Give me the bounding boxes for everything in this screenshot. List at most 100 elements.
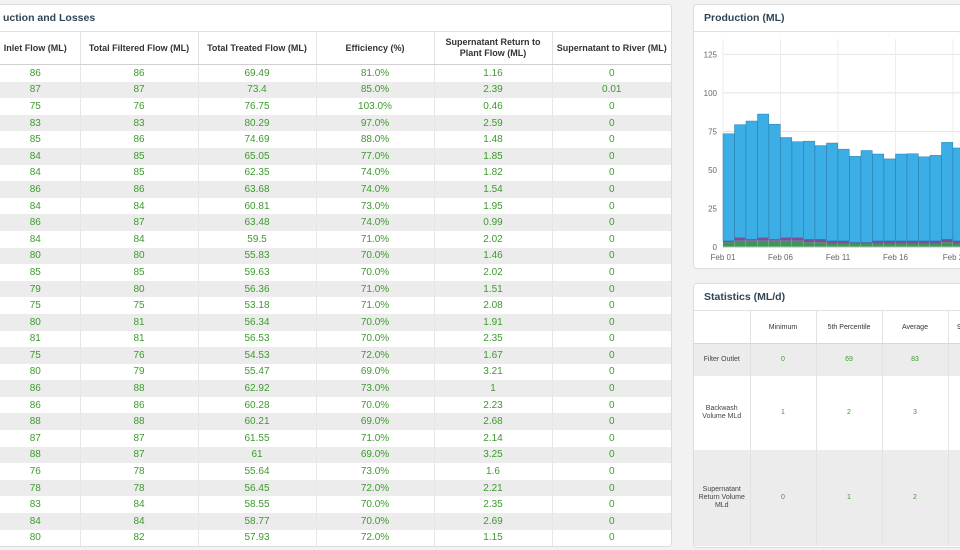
table-row: 81 81 56.53 70.0% 2.35 0 <box>0 330 671 348</box>
production-bar-chart: 0 25 50 75 100 125 Feb 01 Feb 06 Feb 11 Feb 16 Feb… <box>704 39 960 262</box>
table-cell: 0 <box>552 114 671 132</box>
bar-segment-base[interactable] <box>872 243 884 247</box>
bar-segment-base[interactable] <box>884 243 896 247</box>
bar-segment-base[interactable] <box>838 243 850 247</box>
table-cell: 70.0% <box>316 264 435 281</box>
bar-segment-return[interactable] <box>849 242 861 244</box>
bar-segment-return[interactable] <box>907 240 919 244</box>
bar-segment-return[interactable] <box>895 240 907 244</box>
bar-segment-base[interactable] <box>746 240 758 247</box>
column-header[interactable]: Supernatant to River (ML) <box>552 32 671 65</box>
bar-segment-return[interactable] <box>723 240 735 243</box>
table-cell: 1.95 <box>434 197 553 215</box>
column-header[interactable]: Total Treated Flow (ML) <box>198 32 317 65</box>
table-cell: 61.55 <box>198 430 317 447</box>
table-cell: 72.0% <box>316 529 435 546</box>
bar-segment-return[interactable] <box>918 240 930 244</box>
bar-segment-return[interactable] <box>826 240 838 244</box>
bar-segment-return[interactable] <box>780 237 792 241</box>
table-cell: 80 <box>0 529 81 546</box>
bar-segment-treated[interactable] <box>895 153 908 242</box>
table-cell: 0 <box>552 230 671 248</box>
bar-segment-return[interactable] <box>746 239 758 241</box>
bar-segment-treated[interactable] <box>803 140 816 240</box>
bar-segment-return[interactable] <box>734 237 746 241</box>
bar-segment-treated[interactable] <box>791 141 804 239</box>
bar-segment-base[interactable] <box>734 240 746 247</box>
table-cell: 84 <box>0 147 81 165</box>
bar-segment-return[interactable] <box>769 239 781 241</box>
table-row: 78 78 56.45 72.0% 2.21 0 <box>0 479 671 497</box>
bar-segment-treated[interactable] <box>918 156 931 242</box>
bar-segment-base[interactable] <box>780 240 792 247</box>
bar-segment-return[interactable] <box>953 240 960 244</box>
bar-segment-treated[interactable] <box>757 113 770 239</box>
bar-segment-base[interactable] <box>953 243 960 247</box>
bar-segment-treated[interactable] <box>780 137 793 239</box>
bar-segment-base[interactable] <box>918 243 930 247</box>
table-cell: 0.46 <box>434 98 553 115</box>
column-header[interactable]: Supernatant Return to Plant Flow (ML) <box>434 32 553 65</box>
bar-segment-treated[interactable] <box>929 155 942 242</box>
table-row: 84 84 60.81 73.0% 1.95 0 <box>0 197 671 215</box>
bar-segment-return[interactable] <box>803 239 815 243</box>
bar-segment-base[interactable] <box>907 243 919 247</box>
bar-segment-treated[interactable] <box>722 133 735 242</box>
bar-segment-treated[interactable] <box>872 153 885 242</box>
bar-segment-return[interactable] <box>884 240 896 244</box>
bar-segment-return[interactable] <box>861 242 873 244</box>
table-cell: 71.0% <box>316 297 435 314</box>
bar-segment-base[interactable] <box>769 240 781 247</box>
bar-segment-treated[interactable] <box>745 120 758 240</box>
bar-segment-base[interactable] <box>792 240 804 247</box>
bar-segment-base[interactable] <box>757 240 769 247</box>
bar-segment-treated[interactable] <box>883 158 896 242</box>
table-cell: 88 <box>80 413 199 431</box>
bar-segment-return[interactable] <box>757 237 769 241</box>
table-cell: 80 <box>0 363 81 381</box>
bar-segment-treated[interactable] <box>768 123 781 240</box>
table-cell: 87 <box>0 81 81 99</box>
bar-segment-return[interactable] <box>930 240 942 244</box>
bar-segment-base[interactable] <box>930 243 942 247</box>
table-cell: 2.08 <box>434 297 553 314</box>
bar-segment-return[interactable] <box>792 237 804 241</box>
table-cell: 87 <box>0 430 81 447</box>
bar-segment-treated[interactable] <box>906 153 919 242</box>
bar-segment-return[interactable] <box>815 239 827 243</box>
table-cell: 0 <box>552 214 671 231</box>
bar-segment-base[interactable] <box>826 243 838 247</box>
bar-segment-base[interactable] <box>803 242 815 247</box>
table-cell: 85 <box>80 264 199 281</box>
bar-segment-return[interactable] <box>941 239 953 243</box>
bar-segment-treated[interactable] <box>952 147 960 242</box>
bar-segment-return[interactable] <box>838 240 850 244</box>
bar-segment-treated[interactable] <box>860 150 873 243</box>
bar-segment-treated[interactable] <box>734 124 747 239</box>
bar-segment-base[interactable] <box>895 243 907 247</box>
table-cell: 57.93 <box>198 529 317 546</box>
table-cell: 0 <box>552 347 671 364</box>
table-cell: 72.0% <box>316 479 435 497</box>
bar-segment-base[interactable] <box>723 242 735 247</box>
table-row: 80 80 55.83 70.0% 1.46 0 <box>0 247 671 265</box>
bar-segment-base[interactable] <box>861 243 873 247</box>
table-row: 84 84 59.5 71.0% 2.02 0 <box>0 230 671 248</box>
bar-segment-treated[interactable] <box>814 145 827 240</box>
bar-segment-base[interactable] <box>941 242 953 247</box>
table-cell: 86 <box>0 64 81 82</box>
bar-segment-treated[interactable] <box>941 142 954 240</box>
stats-row-label: Filter Outlet <box>694 343 751 376</box>
column-header[interactable]: Inlet Flow (ML) <box>0 32 81 65</box>
table-row: 79 80 56.36 71.0% 1.51 0 <box>0 280 671 298</box>
bar-segment-treated[interactable] <box>837 148 850 242</box>
bar-segment-treated[interactable] <box>826 142 839 242</box>
bar-segment-base[interactable] <box>849 243 861 247</box>
column-header[interactable]: Efficiency (%) <box>316 32 435 65</box>
table-row: 86 86 63.68 74.0% 1.54 0 <box>0 181 671 198</box>
column-header[interactable]: Total Filtered Flow (ML) <box>80 32 199 65</box>
bar-segment-base[interactable] <box>815 242 827 247</box>
table-cell: 74.0% <box>316 214 435 231</box>
bar-segment-treated[interactable] <box>849 156 862 243</box>
bar-segment-return[interactable] <box>872 240 884 244</box>
